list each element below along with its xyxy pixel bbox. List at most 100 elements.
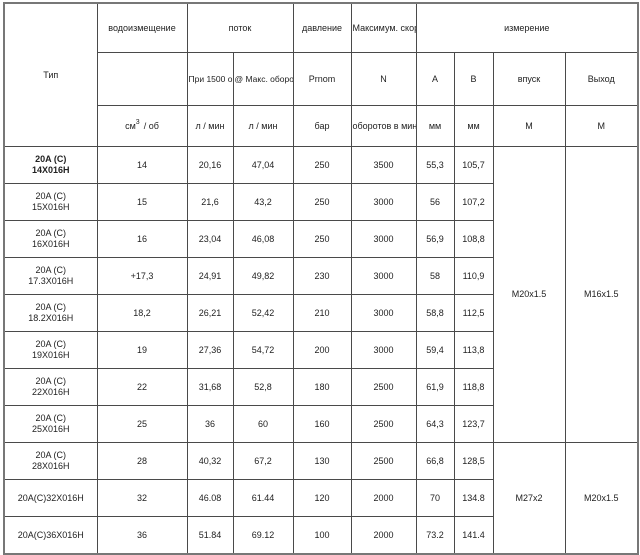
- header-unit-pressure: бар: [292, 105, 352, 147]
- cell-type: 20A (C) 15X016H: [3, 183, 98, 221]
- header-unit-outlet: M: [564, 105, 639, 147]
- cell-displacement: 18,2: [96, 294, 188, 332]
- cell-dim-b: 105,7: [453, 146, 494, 184]
- header-symbol-a: A: [415, 52, 455, 106]
- cell-type-line2: 18.2X016H: [28, 313, 74, 323]
- cell-max-speed: 3000: [350, 257, 417, 295]
- cell-flow-1500: 23,04: [186, 220, 234, 258]
- table-row: 20A (C) 17.3X016H +17,3 24,91 49,82 230 3000 58…: [3, 257, 638, 295]
- cell-flow-1500: 24,91: [186, 257, 234, 295]
- cell-flow-1500: 31,68: [186, 368, 234, 406]
- cell-type-line2: 22X016H: [31, 387, 70, 397]
- header-type: Тип: [3, 2, 98, 147]
- cell-max-speed: 2000: [350, 479, 417, 517]
- cell-type: 20A (C) 28X016H: [3, 442, 98, 480]
- header-displacement: водоизмещение: [96, 2, 188, 53]
- cell-max-speed: 2500: [350, 405, 417, 443]
- cell-type-line1: 20A (C): [35, 376, 66, 387]
- cell-pressure: 230: [292, 257, 352, 295]
- cell-dim-b: 110,9: [453, 257, 494, 295]
- header-symbol-flow-max: @ Макс. оборотов в минуту: [232, 52, 294, 106]
- cell-flow-max: 52,42: [232, 294, 294, 332]
- cell-pressure: 160: [292, 405, 352, 443]
- cell-type: 20A(C)36X016H: [3, 516, 98, 555]
- cell-flow-max: 54,72: [232, 331, 294, 369]
- cell-dim-a: 58,8: [415, 294, 455, 332]
- cell-flow-max: 67,2: [232, 442, 294, 480]
- cell-dim-a: 70: [415, 479, 455, 517]
- table-row: 20A (C) 16X016H 16 23,04 46,08 250 3000 56,9 108…: [3, 220, 638, 258]
- cell-pressure: 100: [292, 516, 352, 555]
- header-symbol-b: B: [453, 52, 494, 106]
- table-row: 20A (C) 18.2X016H 18,2 26,21 52,42 210 3000 58,…: [3, 294, 638, 332]
- cell-dim-a: 64,3: [415, 405, 455, 443]
- cell-type: 20A (C) 18.2X016H: [3, 294, 98, 332]
- cell-pressure: 250: [292, 146, 352, 184]
- cell-max-speed: 3000: [350, 183, 417, 221]
- cell-outlet-thread: M20x1.5: [564, 442, 639, 555]
- cell-flow-1500: 27,36: [186, 331, 234, 369]
- cell-dim-b: 113,8: [453, 331, 494, 369]
- cell-dim-a: 56,9: [415, 220, 455, 258]
- cell-type-line1: 20A (C): [35, 228, 66, 239]
- cell-pressure: 130: [292, 442, 352, 480]
- cell-dim-a: 55,3: [415, 146, 455, 184]
- header-unit-row: см3/ об л / мин л / мин бар оборотов в м…: [4, 105, 639, 147]
- cell-flow-max: 46,08: [232, 220, 294, 258]
- cell-displacement: 19: [96, 331, 188, 369]
- cell-outlet-thread: M16x1.5: [564, 146, 639, 443]
- table-row: 20A (C) 14X016H 14 20,16 47,04 250 3500 55,3 105…: [3, 146, 639, 443]
- cell-flow-max: 43,2: [232, 183, 294, 221]
- cell-type: 20A (C) 14X016H: [3, 146, 98, 184]
- cell-dim-b: 112,5: [453, 294, 494, 332]
- cell-inlet-thread: M20x1.5: [492, 146, 566, 443]
- cell-max-speed: 3500: [350, 146, 417, 184]
- cell-max-speed: 2500: [350, 442, 417, 480]
- cell-type-line2: 16X016H: [31, 239, 70, 249]
- header-unit-flow-1500: л / мин: [186, 105, 234, 147]
- header-symbol-pnom: Prnom: [292, 52, 352, 106]
- cell-dim-b: 141.4: [453, 516, 494, 555]
- cell-displacement: 25: [96, 405, 188, 443]
- cell-pressure: 210: [292, 294, 352, 332]
- table-row: 20A(C)32X016H 32 46.08 61.44 120 2000 70 134.8: [3, 479, 638, 517]
- header-symbol-inlet: впуск: [492, 52, 566, 106]
- cell-type-line2: 14X016H: [31, 165, 70, 175]
- header-max-speed: Максимум. скорость: [350, 2, 417, 53]
- cell-dim-b: 134.8: [453, 479, 494, 517]
- table-body: Тип водоизмещение поток давление Максиму…: [3, 2, 639, 555]
- cell-dim-b: 107,2: [453, 183, 494, 221]
- cell-max-speed: 3000: [350, 331, 417, 369]
- cell-type-line2: 19X016H: [31, 350, 70, 360]
- cell-flow-max: 52,8: [232, 368, 294, 406]
- cell-dim-a: 59,4: [415, 331, 455, 369]
- cell-max-speed: 3000: [350, 220, 417, 258]
- cell-pressure: 180: [292, 368, 352, 406]
- cell-displacement: 28: [96, 442, 188, 480]
- cell-displacement: +17,3: [96, 257, 188, 295]
- cell-type: 20A (C) 17.3X016H: [3, 257, 98, 295]
- header-symbol-n: N: [350, 52, 417, 106]
- cell-dim-a: 56: [415, 183, 455, 221]
- cell-displacement: 22: [96, 368, 188, 406]
- cell-type-line2: 28X016H: [31, 461, 70, 471]
- cell-dim-b: 123,7: [453, 405, 494, 443]
- cell-flow-max: 60: [232, 405, 294, 443]
- cell-type-line1: 20A (C): [35, 413, 66, 424]
- header-pressure: давление: [292, 2, 352, 53]
- header-unit-speed: оборотов в минуту: [350, 105, 417, 147]
- cell-displacement: 32: [96, 479, 188, 517]
- cell-dim-b: 108,8: [453, 220, 494, 258]
- unit-cm-base: см: [125, 121, 136, 132]
- cell-flow-max: 61.44: [232, 479, 294, 517]
- cell-type-line1: 20A (C): [35, 302, 66, 313]
- cell-type-line2: 15X016H: [31, 202, 70, 212]
- cell-dim-a: 58: [415, 257, 455, 295]
- header-unit-inlet: M: [492, 105, 566, 147]
- cell-displacement: 15: [96, 183, 188, 221]
- header-unit-flow-max: л / мин: [232, 105, 294, 147]
- header-symbol-displacement: [96, 52, 188, 106]
- cell-type-line2: 25X016H: [31, 424, 70, 434]
- cell-dim-b: 128,5: [453, 442, 494, 480]
- cell-flow-1500: 20,16: [186, 146, 234, 184]
